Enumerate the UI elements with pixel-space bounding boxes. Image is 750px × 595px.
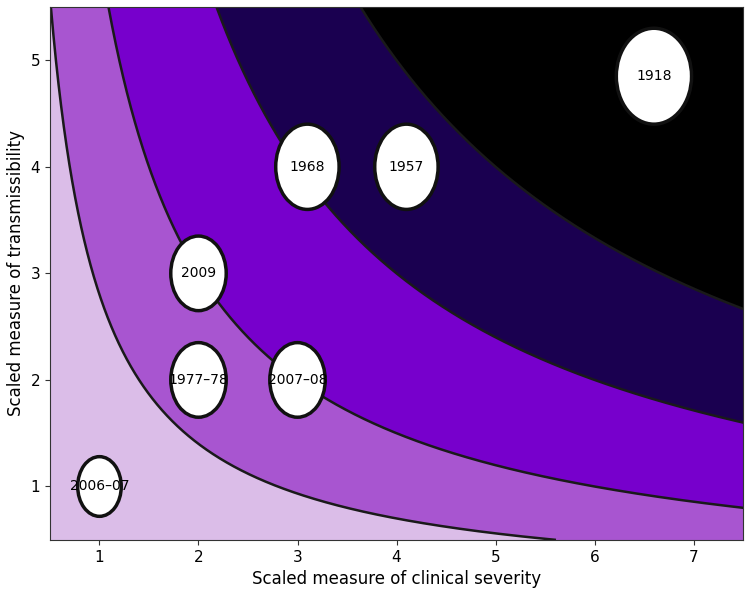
Text: 1918: 1918 [636,69,672,83]
Ellipse shape [171,343,226,417]
Y-axis label: Scaled measure of transmissibility: Scaled measure of transmissibility [7,130,25,416]
Text: 2009: 2009 [181,267,216,280]
Text: 2007–08: 2007–08 [268,373,327,387]
Ellipse shape [276,124,339,209]
Text: 1968: 1968 [290,160,326,174]
Ellipse shape [78,456,122,516]
Ellipse shape [270,343,326,417]
Ellipse shape [171,236,226,311]
X-axis label: Scaled measure of clinical severity: Scaled measure of clinical severity [252,570,541,588]
Ellipse shape [375,124,438,209]
Text: 1977–78: 1977–78 [169,373,228,387]
Text: 2006–07: 2006–07 [70,480,129,493]
Text: 1957: 1957 [388,160,424,174]
Ellipse shape [616,28,692,124]
